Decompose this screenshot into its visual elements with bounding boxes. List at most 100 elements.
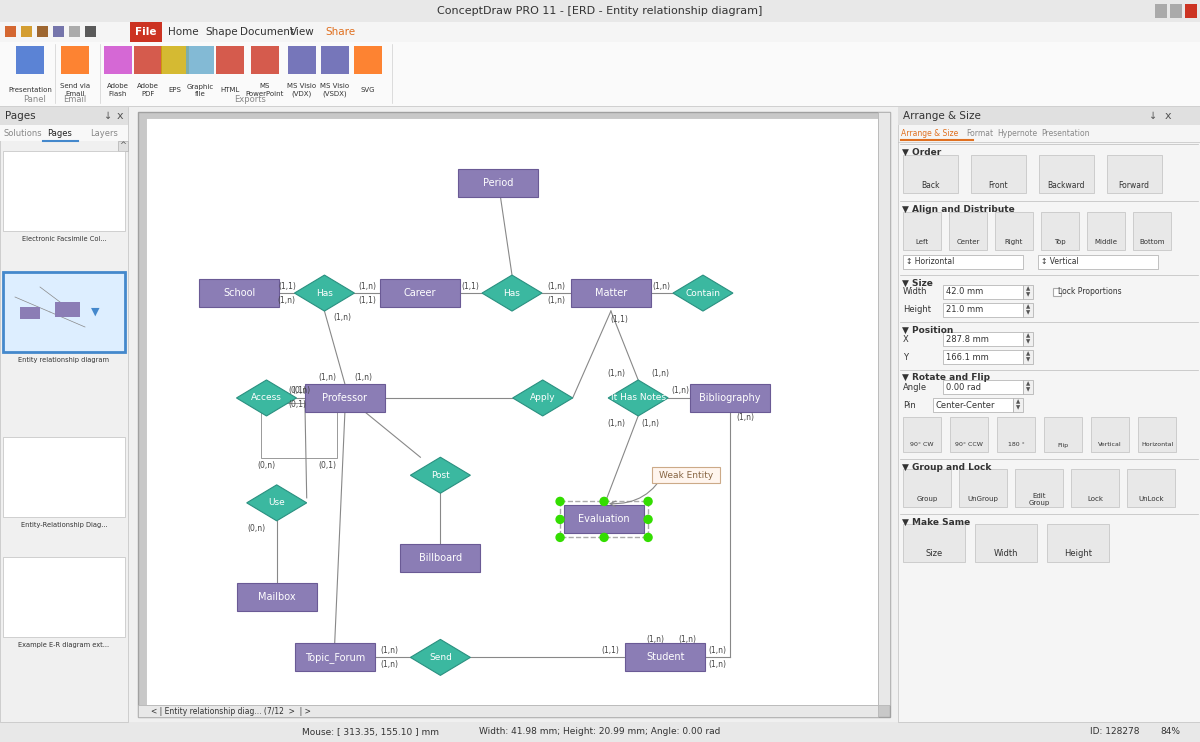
Text: (1,1): (1,1) bbox=[610, 315, 628, 324]
Text: x: x bbox=[1165, 111, 1171, 121]
Text: Adobe
PDF: Adobe PDF bbox=[137, 84, 158, 96]
Text: UnLock: UnLock bbox=[1138, 496, 1164, 502]
Circle shape bbox=[556, 497, 564, 505]
Text: ▼ Position: ▼ Position bbox=[902, 326, 953, 335]
Bar bbox=[2, 437, 125, 517]
Bar bbox=[1087, 212, 1126, 250]
Text: ▼ Size: ▼ Size bbox=[902, 278, 932, 287]
Bar bbox=[564, 505, 644, 533]
Text: Vertical: Vertical bbox=[1098, 442, 1122, 447]
Bar bbox=[904, 155, 958, 193]
Text: ▲: ▲ bbox=[1026, 381, 1030, 387]
Text: 0.00 rad: 0.00 rad bbox=[946, 382, 982, 392]
Bar bbox=[61, 46, 89, 74]
Bar bbox=[690, 384, 770, 412]
Text: Evaluation: Evaluation bbox=[578, 514, 630, 525]
Text: Pages: Pages bbox=[47, 128, 72, 137]
Text: Group: Group bbox=[917, 496, 937, 502]
Bar bbox=[1127, 469, 1175, 507]
Text: ↕ Horizontal: ↕ Horizontal bbox=[906, 257, 954, 266]
Text: Send via
Email: Send via Email bbox=[60, 84, 90, 96]
Text: Left: Left bbox=[916, 239, 929, 245]
Text: Arrange & Size: Arrange & Size bbox=[904, 111, 980, 121]
Bar bbox=[53, 26, 64, 37]
Text: Topic_Forum: Topic_Forum bbox=[305, 652, 365, 663]
Text: Lock: Lock bbox=[1087, 496, 1103, 502]
Text: (1,n): (1,n) bbox=[318, 373, 336, 382]
Text: Document: Document bbox=[240, 27, 294, 37]
Bar bbox=[1015, 469, 1063, 507]
Text: ConceptDraw PRO 11 - [ERD - Entity relationship diagram]: ConceptDraw PRO 11 - [ERD - Entity relat… bbox=[437, 6, 763, 16]
Polygon shape bbox=[512, 380, 572, 416]
Bar bbox=[1022, 350, 1033, 364]
Text: 21.0 mm: 21.0 mm bbox=[946, 306, 983, 315]
Bar bbox=[118, 141, 128, 151]
Bar bbox=[0, 0, 1200, 22]
Text: SVG: SVG bbox=[361, 87, 376, 93]
Bar bbox=[959, 469, 1007, 507]
Text: (1,n): (1,n) bbox=[547, 295, 565, 304]
Text: HTML: HTML bbox=[221, 87, 240, 93]
Text: Flip: Flip bbox=[1057, 442, 1068, 447]
Text: (1,1): (1,1) bbox=[601, 646, 619, 655]
Text: ↓: ↓ bbox=[1148, 111, 1157, 121]
Text: Right: Right bbox=[1004, 239, 1024, 245]
Polygon shape bbox=[482, 275, 542, 311]
Text: (1,n): (1,n) bbox=[607, 419, 625, 428]
Text: Weak Entity: Weak Entity bbox=[659, 471, 713, 480]
Bar bbox=[943, 332, 1022, 346]
Text: ▼ Align and Distribute: ▼ Align and Distribute bbox=[902, 205, 1015, 214]
Bar bbox=[878, 112, 890, 705]
Text: Mailbox: Mailbox bbox=[258, 591, 295, 602]
Polygon shape bbox=[236, 380, 296, 416]
Text: UnGroup: UnGroup bbox=[967, 496, 998, 502]
Text: Arrange & Size: Arrange & Size bbox=[901, 130, 959, 139]
Bar bbox=[2, 272, 125, 352]
Bar bbox=[161, 46, 190, 74]
Text: ▼: ▼ bbox=[1026, 310, 1030, 315]
Text: x: x bbox=[116, 111, 124, 121]
Text: (0,n): (0,n) bbox=[258, 462, 276, 470]
Bar bbox=[995, 212, 1033, 250]
Text: (1,n): (1,n) bbox=[671, 387, 689, 395]
Bar bbox=[1138, 417, 1176, 452]
Bar bbox=[1170, 4, 1182, 18]
Text: 42.0 mm: 42.0 mm bbox=[946, 287, 983, 297]
Text: Adobe
Flash: Adobe Flash bbox=[107, 84, 128, 96]
Bar bbox=[1091, 417, 1129, 452]
Bar bbox=[138, 705, 878, 717]
Bar bbox=[934, 398, 1013, 412]
Bar bbox=[625, 643, 706, 672]
Bar bbox=[5, 26, 16, 37]
Bar bbox=[997, 417, 1034, 452]
Text: Use: Use bbox=[269, 499, 286, 508]
Text: 90° CCW: 90° CCW bbox=[955, 442, 983, 447]
Bar bbox=[2, 557, 125, 637]
Bar bbox=[55, 302, 80, 317]
Bar bbox=[380, 279, 460, 307]
Text: ▼ Group and Lock: ▼ Group and Lock bbox=[902, 462, 991, 471]
Text: Front: Front bbox=[988, 180, 1008, 189]
Bar bbox=[0, 722, 1200, 742]
Text: ▼: ▼ bbox=[1026, 292, 1030, 298]
Bar bbox=[1022, 303, 1033, 317]
Text: Access: Access bbox=[251, 393, 282, 402]
Text: Center: Center bbox=[956, 239, 979, 245]
Text: 84%: 84% bbox=[1160, 727, 1180, 737]
Text: Shape: Shape bbox=[205, 27, 238, 37]
Bar bbox=[22, 26, 32, 37]
Text: Edit
Group: Edit Group bbox=[1028, 493, 1050, 505]
Text: (1,n): (1,n) bbox=[708, 660, 726, 669]
Bar bbox=[401, 544, 480, 572]
Bar bbox=[16, 46, 44, 74]
Text: (1,1): (1,1) bbox=[461, 281, 479, 291]
Bar bbox=[943, 285, 1022, 299]
Bar bbox=[295, 643, 374, 672]
Text: ▼ Order: ▼ Order bbox=[902, 148, 941, 157]
Text: (1,n): (1,n) bbox=[380, 646, 398, 655]
Bar bbox=[1038, 255, 1158, 269]
Text: Width: 41.98 mm; Height: 20.99 mm; Angle: 0.00 rad: Width: 41.98 mm; Height: 20.99 mm; Angle… bbox=[479, 727, 721, 737]
Text: (1,n): (1,n) bbox=[354, 373, 372, 382]
Bar bbox=[571, 279, 650, 307]
Text: (1,n): (1,n) bbox=[647, 635, 665, 644]
